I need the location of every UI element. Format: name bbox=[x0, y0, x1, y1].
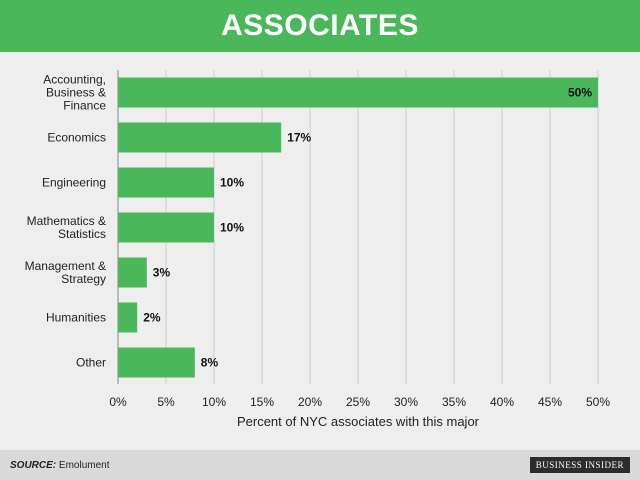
category-label: Management & Strategy bbox=[25, 259, 106, 286]
category-label-line: Engineering bbox=[42, 176, 106, 190]
source-label: SOURCE: bbox=[10, 459, 57, 471]
category-label-line: Mathematics & bbox=[27, 214, 106, 228]
x-tick-label: 45% bbox=[538, 395, 562, 409]
x-tick-label: 15% bbox=[250, 395, 274, 409]
category-label-line: Economics bbox=[47, 131, 106, 145]
x-tick-label: 0% bbox=[109, 395, 127, 409]
source-note: SOURCE: Emolument bbox=[10, 460, 109, 471]
x-tick-label: 40% bbox=[490, 395, 514, 409]
category-label: Mathematics & Statistics bbox=[27, 214, 106, 241]
category-label-line: Finance bbox=[63, 99, 106, 113]
footer: SOURCE: Emolument BUSINESS INSIDER bbox=[0, 450, 640, 480]
x-tick-label: 10% bbox=[202, 395, 226, 409]
category-label: Other bbox=[76, 356, 106, 370]
x-tick-label: 5% bbox=[157, 395, 175, 409]
bar bbox=[118, 77, 598, 108]
category-label-line: Strategy bbox=[61, 272, 106, 286]
bar bbox=[118, 212, 214, 243]
bar bbox=[118, 347, 195, 378]
chart-area: 0% 5% 10% 15% 20% 25% 30% 35% 40% 45% 50% 50% Accoun… bbox=[0, 52, 640, 450]
bar bbox=[118, 302, 138, 333]
bar-value-label: 2% bbox=[143, 311, 161, 325]
bar-value-label: 3% bbox=[153, 266, 171, 280]
source-text: Emolument bbox=[58, 459, 110, 471]
x-tick-label: 50% bbox=[586, 395, 610, 409]
x-axis-title: Percent of NYC associates with this majo… bbox=[237, 414, 480, 429]
bar-value-label: 10% bbox=[220, 221, 244, 235]
category-label-line: Humanities bbox=[46, 311, 106, 325]
category-label-line: Accounting, bbox=[43, 73, 106, 87]
brand-logo: BUSINESS INSIDER bbox=[529, 457, 630, 473]
x-tick-label: 20% bbox=[298, 395, 322, 409]
bar-value-label: 8% bbox=[201, 356, 219, 370]
category-label-line: Other bbox=[76, 356, 106, 370]
category-label-line: Management & bbox=[25, 259, 106, 273]
chart-title: ASSOCIATES bbox=[221, 9, 419, 42]
bar-chart: 0% 5% 10% 15% 20% 25% 30% 35% 40% 45% 50% 50% Accoun… bbox=[25, 70, 610, 429]
category-label: Accounting, Business & Finance bbox=[43, 73, 106, 113]
category-label: Engineering bbox=[42, 176, 106, 190]
bar-value-label: 10% bbox=[220, 176, 244, 190]
x-tick-label: 30% bbox=[394, 395, 418, 409]
bar-value-label: 17% bbox=[287, 131, 311, 145]
category-label-line: Business & bbox=[46, 86, 106, 100]
category-label: Humanities bbox=[46, 311, 106, 325]
category-label-line: Statistics bbox=[58, 227, 106, 241]
bar bbox=[118, 122, 282, 153]
x-tick-label: 25% bbox=[346, 395, 370, 409]
chart-header: ASSOCIATES bbox=[0, 0, 640, 52]
category-label: Economics bbox=[47, 131, 106, 145]
bar bbox=[118, 257, 147, 288]
bar bbox=[118, 167, 214, 198]
bar-value-label: 50% bbox=[568, 86, 592, 100]
x-tick-label: 35% bbox=[442, 395, 466, 409]
